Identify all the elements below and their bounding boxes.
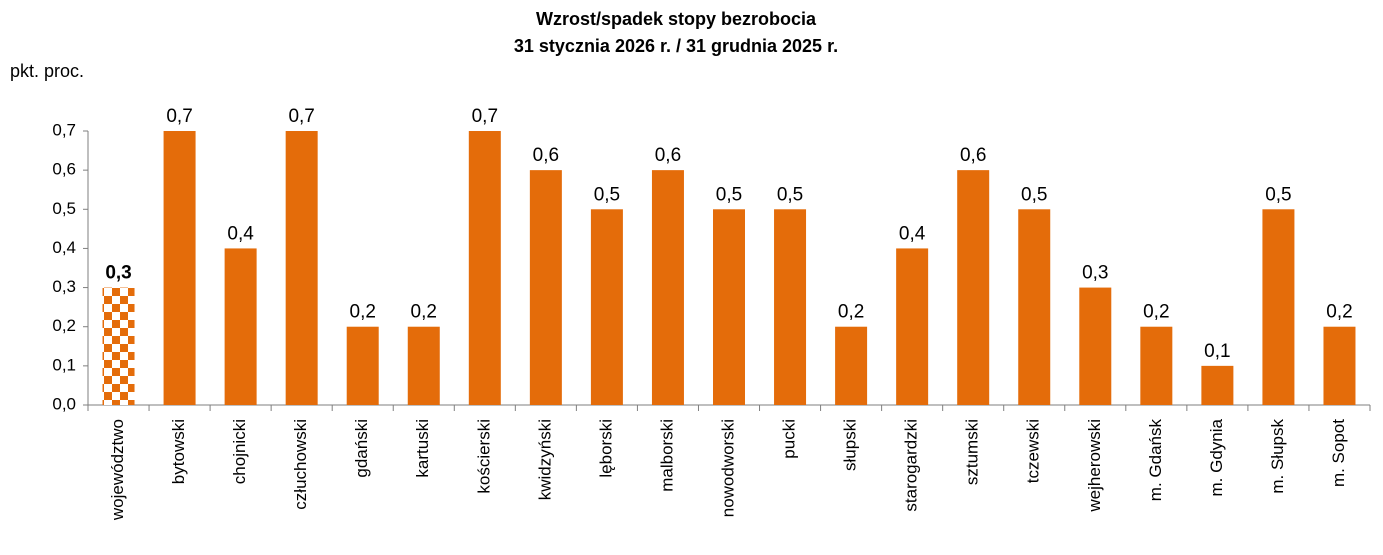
x-tick-label: wejherowski — [1085, 419, 1104, 513]
bar — [1140, 326, 1173, 405]
value-label: 0,5 — [1265, 184, 1291, 205]
value-label: 0,1 — [1204, 341, 1230, 362]
x-tick-label: sztumski — [963, 419, 982, 485]
bar — [224, 248, 257, 405]
x-tick-label: starogardzki — [902, 419, 921, 512]
x-tick-label: człuchowski — [291, 419, 310, 510]
x-tick-label: kościerski — [474, 419, 493, 494]
bar — [896, 248, 929, 405]
bar — [1079, 287, 1112, 405]
y-tick-label: 0,7 — [52, 120, 76, 139]
x-tick-label: nowodworski — [718, 419, 737, 517]
value-label: 0,5 — [1021, 184, 1047, 205]
value-label: 0,2 — [350, 302, 376, 323]
bar — [529, 170, 562, 405]
x-tick-label: m. Gdańsk — [1146, 419, 1165, 502]
y-tick-label: 0,6 — [52, 160, 76, 179]
bar — [835, 326, 868, 405]
value-label: 0,6 — [960, 145, 986, 166]
bar — [957, 170, 990, 405]
value-label: 0,5 — [594, 184, 620, 205]
y-tick-label: 0,5 — [52, 199, 76, 218]
chart-subtitle: 31 stycznia 2026 r. / 31 grudnia 2025 r. — [514, 36, 838, 56]
bar — [407, 326, 440, 405]
value-label: 0,6 — [655, 145, 681, 166]
x-tick-label: bytowski — [169, 419, 188, 484]
value-label: 0,5 — [716, 184, 742, 205]
x-tick-label: gdański — [352, 419, 371, 478]
value-label: 0,2 — [411, 302, 437, 323]
bar — [651, 170, 684, 405]
value-label: 0,4 — [227, 223, 254, 244]
bar — [346, 326, 379, 405]
chart-title: Wzrost/spadek stopy bezrobocia — [536, 9, 817, 29]
bar — [1018, 209, 1051, 405]
x-tick-label: tczewski — [1024, 419, 1043, 483]
value-label: 0,7 — [166, 106, 192, 127]
bar — [163, 131, 196, 405]
x-tick-label: chojnicki — [230, 419, 249, 484]
value-label: 0,2 — [838, 302, 864, 323]
value-label: 0,3 — [1082, 263, 1108, 284]
bar — [774, 209, 807, 405]
value-label: 0,3 — [105, 263, 131, 284]
x-tick-label: województwo — [108, 419, 127, 521]
x-tick-label: m. Słupsk — [1268, 419, 1287, 494]
value-label: 0,2 — [1326, 302, 1352, 323]
y-tick-label: 0,1 — [52, 355, 76, 374]
bar — [1201, 365, 1234, 405]
x-tick-label: m. Sopot — [1329, 419, 1348, 487]
value-label: 0,4 — [899, 223, 926, 244]
value-label: 0,6 — [533, 145, 559, 166]
y-tick-label: 0,0 — [52, 394, 76, 413]
value-label: 0,5 — [777, 184, 803, 205]
bar — [1323, 326, 1356, 405]
value-label: 0,2 — [1143, 302, 1169, 323]
x-tick-label: słupski — [841, 419, 860, 471]
x-tick-label: kwidzyński — [535, 419, 554, 500]
y-axis-label: pkt. proc. — [10, 61, 84, 81]
x-tick-label: kartuski — [413, 419, 432, 478]
bar — [1262, 209, 1295, 405]
y-tick-label: 0,2 — [52, 316, 76, 335]
bar — [102, 287, 135, 405]
bar — [713, 209, 745, 405]
y-tick-label: 0,4 — [52, 238, 76, 257]
y-tick-label: 0,3 — [52, 277, 76, 296]
bar — [468, 131, 501, 405]
bar — [285, 131, 318, 405]
x-tick-label: pucki — [780, 419, 799, 459]
value-label: 0,7 — [472, 106, 498, 127]
x-tick-label: m. Gdynia — [1207, 418, 1226, 496]
x-tick-label: malborski — [657, 419, 676, 492]
bar — [590, 209, 623, 405]
x-tick-label: lęborski — [596, 419, 615, 478]
value-label: 0,7 — [288, 106, 314, 127]
